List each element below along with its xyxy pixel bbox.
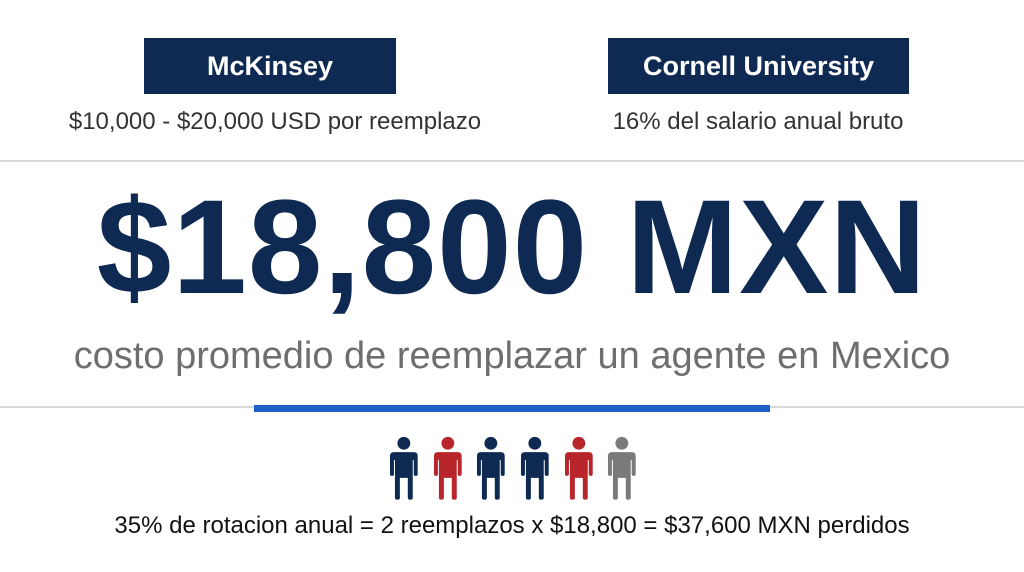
person-icon [564, 436, 593, 500]
accent-bar [254, 405, 770, 412]
cornell-source-note: 16% del salario anual bruto [612, 108, 904, 135]
mckinsey-source-label: McKinsey [144, 38, 396, 94]
headline-cost: $18,800 MXN [96, 173, 928, 322]
headline-caption: costo promedio de reemplazar un agente e… [73, 335, 951, 377]
person-icon [433, 436, 462, 500]
person-icon [520, 436, 549, 500]
person-icon [389, 436, 418, 500]
mckinsey-source-note: $10,000 - $20,000 USD por reemplazo [68, 108, 482, 135]
people-icon-row [388, 436, 638, 500]
cornell-source-label: Cornell University [608, 38, 909, 94]
person-icon [477, 436, 506, 500]
top-divider [0, 160, 1024, 162]
person-icon [608, 436, 637, 500]
turnover-calculation: 35% de rotacion anual = 2 reemplazos x $… [114, 512, 910, 539]
